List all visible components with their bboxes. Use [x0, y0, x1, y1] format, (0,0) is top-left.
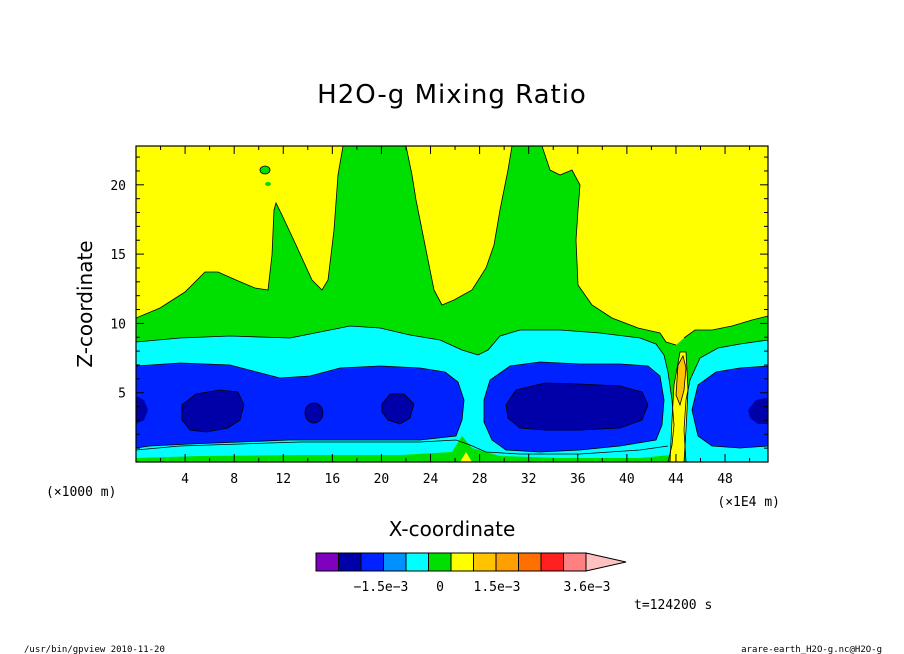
colorbar-label: 3.6e−3 [564, 580, 611, 595]
x-tick-label: 20 [374, 472, 390, 487]
colorbar-box [360, 552, 384, 572]
colorbar-box [495, 552, 519, 572]
colorbar-box [383, 552, 407, 572]
colorbar-label: 1.5e−3 [474, 580, 521, 595]
region-blue-right [692, 366, 768, 448]
region-cyan-bottom-right [686, 446, 768, 462]
contour-lines [136, 146, 768, 462]
footer-left: /usr/bin/gpview 2010-11-20 [24, 645, 165, 654]
plot-area [136, 146, 768, 462]
x-tick-label: 8 [230, 472, 238, 487]
colorbar-box [405, 552, 429, 572]
y-tick-label: 15 [110, 248, 126, 263]
x-tick-label: 32 [521, 472, 537, 487]
region-orange-plume [676, 356, 686, 405]
colorbar [315, 552, 627, 572]
x-tick-label: 36 [570, 472, 586, 487]
x-unit-right: (×1E4 m) [717, 495, 780, 510]
colorbar-label: −1.5e−3 [354, 580, 409, 595]
colorbar-box [540, 552, 564, 572]
x-unit-left: (×1000 m) [46, 485, 116, 500]
x-tick-label: 12 [275, 472, 291, 487]
navy-core-2 [182, 390, 244, 432]
colorbar-label: 0 [436, 580, 444, 595]
navy-core-4 [382, 394, 414, 424]
colorbar-labels: −1.5e−3 0 1.5e−3 3.6e−3 [354, 580, 611, 595]
y-tick-label: 20 [110, 179, 126, 194]
y-axis-label: Z-coordinate [73, 240, 97, 367]
x-tick-label: 44 [668, 472, 684, 487]
colorbar-arrow [585, 552, 627, 572]
plot-frame [135, 145, 769, 463]
colorbar-box [428, 552, 452, 572]
region-green-bottom [136, 436, 670, 462]
colorbar-box [518, 552, 542, 572]
x-tick-label: 4 [181, 472, 189, 487]
navy-core-1 [136, 396, 148, 424]
colorbar-box [563, 552, 587, 572]
x-tick-label: 16 [325, 472, 341, 487]
x-tick-label: 28 [472, 472, 488, 487]
x-tick-label: 24 [423, 472, 439, 487]
colorbar-box [338, 552, 362, 572]
x-tick-label: 40 [619, 472, 635, 487]
colorbar-box [315, 552, 339, 572]
colorbar-box [450, 552, 474, 572]
y-tick-label: 5 [118, 387, 126, 402]
green-speck [260, 166, 270, 174]
colorbar-box [473, 552, 497, 572]
navy-core-3 [305, 403, 323, 423]
navy-core-5 [506, 383, 648, 430]
green-speck [265, 182, 271, 186]
time-label: t=124200 s [634, 598, 712, 613]
footer-right: arare-earth_H2O-g.nc@H2O-g [741, 645, 882, 654]
region-yellow-bottom [460, 452, 472, 462]
x-axis-label: X-coordinate [389, 517, 516, 541]
navy-core-6 [748, 398, 768, 424]
x-tick-label: 48 [717, 472, 733, 487]
chart-title: H2O-g Mixing Ratio [317, 80, 587, 110]
y-tick-label: 10 [110, 317, 126, 332]
